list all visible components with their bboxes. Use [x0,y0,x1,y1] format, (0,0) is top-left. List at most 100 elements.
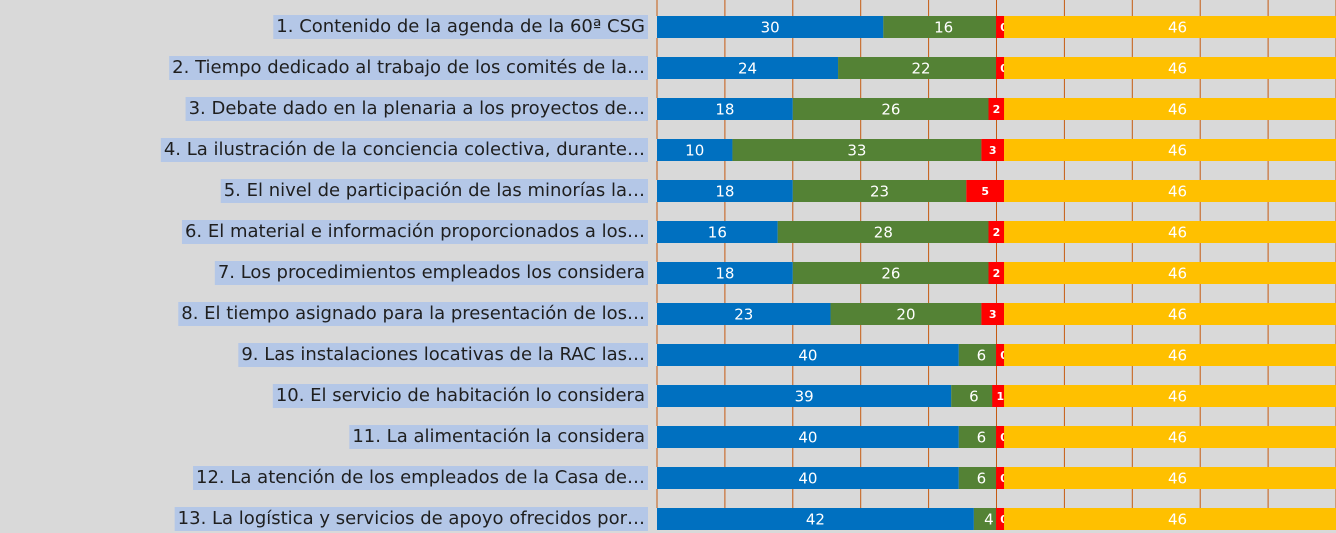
value-label: 23 [870,183,889,201]
bar-segment [958,344,1005,366]
value-label: 6 [977,347,987,365]
value-label: 3 [989,144,997,157]
bar-segment [1004,16,1336,38]
label-highlight [272,384,648,408]
value-label: 42 [806,511,825,529]
value-label: 30 [761,19,780,37]
label-highlight [220,179,648,203]
value-label: 46 [1168,306,1187,324]
bar-segment [792,180,967,202]
bar-segment [657,303,831,325]
value-label: 23 [734,306,753,324]
bar-segment [958,467,1005,489]
label-highlight [273,15,648,39]
category-label: 4. La ilustración de la conciencia colec… [164,139,645,160]
category-label: 13. La logística y servicios de apoyo of… [178,508,645,529]
label-highlight [160,138,648,162]
label-highlight [349,425,648,449]
value-label: 28 [874,224,893,242]
bar-segment [792,98,989,120]
bars: 3016046242204618262461033346182354616282… [657,16,1336,530]
value-label: 4 [984,511,994,529]
category-label: 7. Los procedimientos empleados los cons… [218,262,645,283]
label-highlight [169,56,648,80]
category-label: 9. Las instalaciones locativas de la RAC… [241,344,645,365]
label-highlight [181,220,648,244]
category-label: 1. Contenido de la agenda de la 60ª CSG [276,16,645,37]
value-label: 22 [912,60,931,78]
value-label: 46 [1168,101,1187,119]
value-label: 2 [993,267,1001,280]
bar-segment [958,426,1005,448]
value-label: 1 [996,390,1004,403]
category-label: 12. La atención de los empleados de la C… [196,467,645,488]
value-label: 6 [969,388,979,406]
bar-segment [1004,57,1336,79]
bar-segment [657,57,839,79]
value-label: 2 [993,103,1001,116]
bar-segment [657,221,778,243]
value-label: 46 [1168,183,1187,201]
category-label: 11. La alimentación la considera [352,426,645,447]
value-label: 39 [795,388,814,406]
bar-segment [657,508,974,530]
bar-segment [657,262,793,284]
bar-segment [657,385,952,407]
bar-segment [1004,221,1336,243]
value-label: 46 [1168,511,1187,529]
bar-segment [657,467,959,489]
bar-segment [988,262,1005,284]
value-label: 40 [798,470,817,488]
value-label: 26 [881,101,900,119]
value-label: 46 [1168,429,1187,447]
label-highlight [178,302,648,326]
bar-segment [657,426,959,448]
label-highlight [185,97,648,121]
value-label: 20 [896,306,915,324]
label-highlight [193,466,648,490]
value-label: 46 [1168,347,1187,365]
value-label: 16 [934,19,953,37]
bar-segment [1004,426,1336,448]
bar-segment [966,180,1005,202]
label-highlight [174,507,648,531]
value-label: 46 [1168,470,1187,488]
value-label: 33 [847,142,866,160]
bar-segment [1004,303,1336,325]
value-label: 46 [1168,265,1187,283]
labels: 1. Contenido de la agenda de la 60ª CSG 2… [160,15,648,531]
bar-segment [1004,467,1336,489]
value-label: 2 [993,226,1001,239]
bar-segment [657,344,959,366]
value-label: 18 [715,101,734,119]
value-label: 46 [1168,224,1187,242]
category-label: 3. Debate dado en la plenaria a los proy… [189,98,645,119]
category-label: 2. Tiempo dedicado al trabajo de los com… [172,57,645,78]
category-label: 5. El nivel de participación de las mino… [224,180,645,201]
bar-segment [777,221,989,243]
value-label: 40 [798,429,817,447]
bar-segment [1004,262,1336,284]
bar-segment [988,221,1005,243]
bar-segment [732,139,982,161]
value-label: 46 [1168,19,1187,37]
grid [656,0,1336,508]
bar-segment [883,16,1005,38]
bar-segment [951,385,997,407]
value-label: 18 [715,183,734,201]
bar-segment [657,98,793,120]
value-label: 5 [981,185,989,198]
bar-segment [657,180,793,202]
bar-segment [657,139,733,161]
bar-segment [981,303,1005,325]
value-label: 6 [977,470,987,488]
label-highlight [214,261,648,285]
bar-segment [792,262,989,284]
value-label: 18 [715,265,734,283]
category-label: 10. El servicio de habitación lo conside… [276,385,645,406]
value-label: 24 [738,60,757,78]
bar-segment [830,303,982,325]
bar-segment [1004,508,1336,530]
value-label: 10 [685,142,704,160]
